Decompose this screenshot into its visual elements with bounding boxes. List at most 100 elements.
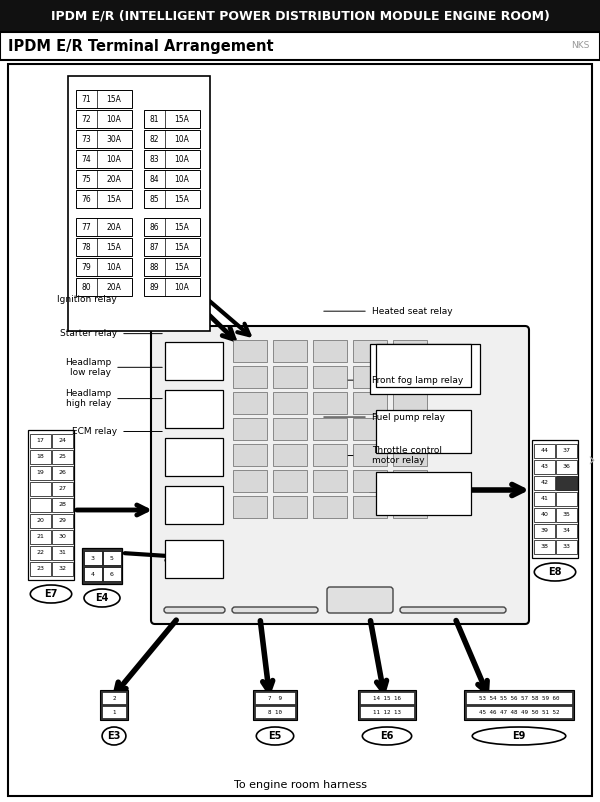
Bar	[534, 492, 555, 506]
Bar	[30, 434, 51, 448]
Bar	[376, 410, 471, 453]
Bar	[52, 514, 73, 528]
Bar	[144, 238, 200, 256]
Bar	[273, 340, 307, 362]
Bar	[313, 392, 347, 414]
Bar	[370, 344, 480, 394]
Bar	[165, 342, 223, 380]
Bar	[0, 0, 600, 32]
Bar	[76, 150, 132, 168]
Text: 15A: 15A	[107, 195, 122, 204]
Text: 82: 82	[150, 135, 160, 144]
Bar	[313, 470, 347, 492]
Bar	[313, 444, 347, 466]
Bar	[102, 692, 126, 704]
Text: 23: 23	[37, 566, 44, 572]
Bar	[233, 496, 267, 518]
Bar	[255, 706, 295, 718]
Text: 10A: 10A	[175, 135, 190, 144]
Text: 19: 19	[37, 471, 44, 476]
Bar	[144, 130, 200, 148]
Text: 78: 78	[82, 242, 91, 252]
Text: 7  9: 7 9	[268, 695, 282, 700]
Text: 73: 73	[82, 135, 92, 144]
Text: Ignition relay: Ignition relay	[57, 295, 117, 305]
Text: 84: 84	[150, 175, 160, 184]
Bar	[233, 340, 267, 362]
Bar	[466, 692, 572, 704]
Text: 17: 17	[37, 439, 44, 444]
Text: Starter relay: Starter relay	[60, 329, 117, 338]
Text: 88: 88	[150, 262, 160, 272]
Text: 20A: 20A	[107, 222, 122, 232]
Text: Heated seat relay: Heated seat relay	[372, 306, 452, 316]
Text: 30: 30	[59, 534, 67, 540]
Bar	[76, 190, 132, 208]
Bar	[556, 476, 577, 490]
Bar	[144, 190, 200, 208]
Bar	[353, 444, 387, 466]
Bar	[52, 546, 73, 560]
Text: Front fog lamp relay: Front fog lamp relay	[372, 375, 463, 385]
Text: 83: 83	[150, 155, 160, 164]
Bar	[556, 508, 577, 522]
Text: 45 46 47 48 49 50 51 52: 45 46 47 48 49 50 51 52	[479, 710, 559, 715]
Bar	[30, 450, 51, 464]
Text: 44: 44	[541, 448, 548, 453]
Text: 42: 42	[541, 480, 548, 485]
Text: 14 15 16: 14 15 16	[373, 695, 401, 700]
Text: 5: 5	[110, 556, 114, 561]
Text: 86: 86	[150, 222, 160, 232]
Bar	[76, 258, 132, 276]
Bar	[466, 706, 572, 718]
Bar	[393, 392, 427, 414]
Text: 2: 2	[112, 695, 116, 700]
Bar	[28, 430, 74, 580]
Text: 38: 38	[541, 545, 548, 549]
Bar	[165, 390, 223, 428]
Bar	[273, 444, 307, 466]
Text: 37: 37	[563, 448, 571, 453]
Bar	[233, 418, 267, 440]
Bar	[30, 546, 51, 560]
Text: 53 54 55 56 57 58 59 60: 53 54 55 56 57 58 59 60	[479, 695, 559, 700]
Text: 10A: 10A	[107, 155, 122, 164]
Bar	[360, 692, 414, 704]
Text: IPDM E/R (INTELLIGENT POWER DISTRIBUTION MODULE ENGINE ROOM): IPDM E/R (INTELLIGENT POWER DISTRIBUTION…	[50, 10, 550, 22]
Text: 21: 21	[37, 534, 44, 540]
Text: 15A: 15A	[175, 222, 190, 232]
Bar	[464, 690, 574, 720]
Bar	[313, 496, 347, 518]
Bar	[82, 548, 122, 584]
Text: 15A: 15A	[107, 95, 122, 103]
Bar	[233, 392, 267, 414]
Text: Headlamp
high relay: Headlamp high relay	[65, 389, 111, 408]
Bar	[76, 278, 132, 296]
Bar	[255, 692, 295, 704]
Text: 22: 22	[37, 550, 44, 556]
Text: ECM relay: ECM relay	[72, 427, 117, 436]
Text: 32: 32	[59, 566, 67, 572]
Bar	[393, 496, 427, 518]
Bar	[103, 551, 121, 565]
Bar	[165, 438, 223, 476]
Text: 10A: 10A	[175, 175, 190, 184]
Text: E9: E9	[512, 731, 526, 741]
Ellipse shape	[362, 727, 412, 745]
Text: 1: 1	[112, 710, 116, 715]
Text: 20A: 20A	[107, 282, 122, 291]
Bar	[52, 482, 73, 496]
Text: 11 12 13: 11 12 13	[373, 710, 401, 715]
Bar	[534, 460, 555, 474]
Text: 74: 74	[82, 155, 92, 164]
Bar	[353, 418, 387, 440]
Bar	[358, 690, 416, 720]
Text: Throttle control
motor relay: Throttle control motor relay	[372, 446, 442, 465]
Bar	[84, 551, 102, 565]
Bar	[144, 278, 200, 296]
FancyBboxPatch shape	[151, 326, 529, 624]
Text: 10A: 10A	[175, 282, 190, 291]
Text: 18: 18	[37, 455, 44, 460]
Text: 15A: 15A	[107, 242, 122, 252]
Bar	[233, 444, 267, 466]
